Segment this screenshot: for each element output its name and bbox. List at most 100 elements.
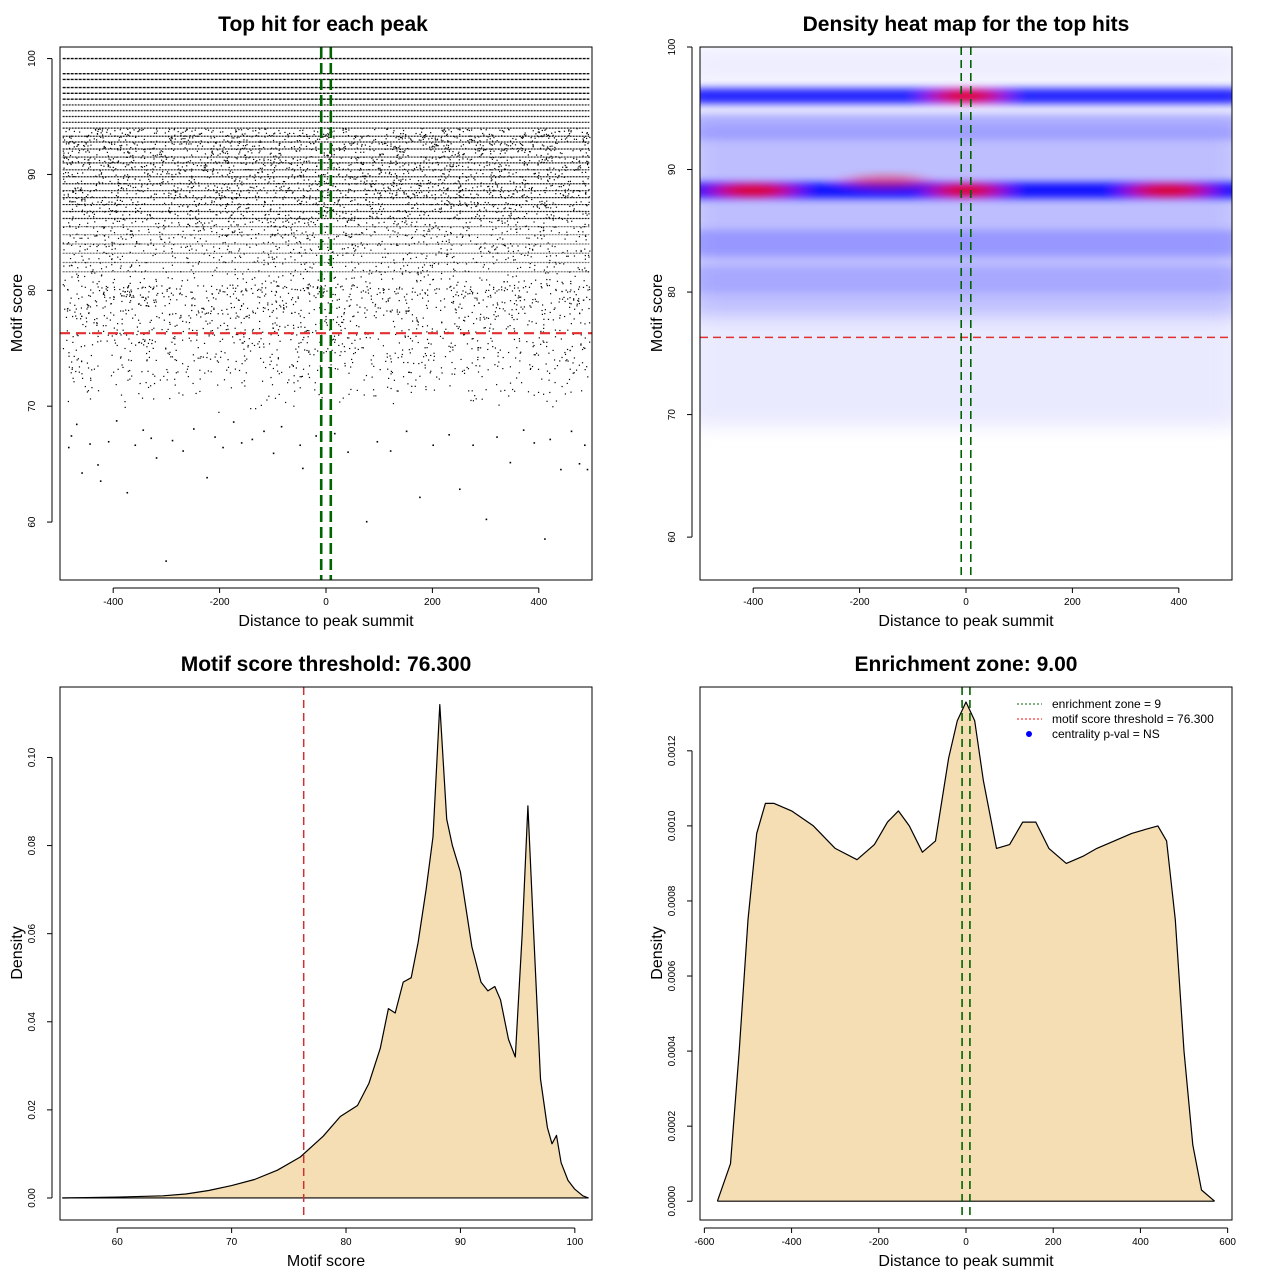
scatter-point: [112, 161, 114, 163]
scatter-point: [407, 170, 409, 172]
scatter-point: [468, 129, 471, 132]
scatter-point: [174, 325, 176, 327]
scatter-point: [243, 348, 245, 350]
scatter-point: [460, 190, 462, 192]
scatter-point: [505, 328, 508, 330]
scatter-point: [458, 177, 461, 179]
scatter-point: [75, 308, 77, 310]
scatter-point: [485, 389, 487, 391]
scatter-point: [568, 184, 571, 186]
scatter-point: [341, 183, 344, 185]
scatter-point: [352, 176, 354, 178]
scatter-point: [447, 195, 450, 197]
scatter-point: [263, 430, 265, 433]
scatter-point: [372, 389, 375, 391]
scatter-point: [168, 195, 170, 197]
scatter-point: [226, 174, 229, 176]
scatter-point: [174, 343, 176, 345]
scatter-point: [197, 209, 200, 211]
scatter-point: [370, 298, 373, 300]
scatter-point: [553, 137, 556, 139]
scatter-point: [133, 142, 135, 144]
scatter-point: [540, 178, 542, 180]
scatter-point: [457, 128, 459, 130]
scatter-point: [424, 212, 426, 214]
scatter-point: [422, 180, 424, 182]
scatter-point: [506, 144, 508, 146]
scatter-point: [521, 176, 524, 178]
scatter-point: [521, 149, 523, 152]
scatter-point: [408, 164, 410, 166]
scatter-point: [324, 320, 326, 322]
scatter-point: [387, 368, 389, 370]
scatter-point: [235, 196, 238, 199]
scatter-point: [137, 210, 139, 212]
scatter-point: [65, 130, 67, 133]
scatter-point: [129, 266, 131, 268]
scatter-point: [277, 334, 280, 337]
scatter-point: [487, 317, 490, 319]
scatter-point: [242, 134, 244, 137]
scatter-point: [300, 376, 303, 378]
scatter-point: [250, 408, 252, 410]
scatter-point: [459, 133, 461, 136]
scatter-point: [132, 154, 134, 157]
scatter-point: [297, 326, 299, 328]
scatter-point: [458, 154, 460, 156]
scatter-point: [143, 278, 145, 280]
scatter-point: [499, 307, 501, 310]
scatter-point: [275, 147, 277, 149]
scatter-point: [462, 144, 465, 146]
scatter-point: [148, 285, 150, 287]
scatter-point: [391, 148, 394, 151]
scatter-point: [168, 130, 170, 133]
scatter-point: [403, 151, 405, 154]
scatter-point: [521, 195, 523, 197]
scatter-point: [413, 168, 416, 170]
scatter-point: [199, 229, 201, 232]
scatter-point: [584, 267, 586, 269]
scatter-point: [407, 335, 409, 338]
scatter-point: [100, 275, 103, 277]
scatter-point: [247, 234, 249, 236]
scatter-point: [506, 159, 508, 161]
scatter-point: [453, 261, 455, 263]
scatter-point: [235, 131, 237, 133]
scatter-point: [529, 266, 531, 269]
scatter-point: [363, 379, 365, 381]
scatter-point: [496, 246, 498, 248]
scatter-point: [462, 194, 465, 196]
scatter-point: [577, 189, 579, 192]
scatter-point: [589, 288, 591, 291]
scatter-point: [433, 389, 436, 391]
scatter-point: [203, 308, 205, 310]
scatter-point: [571, 196, 573, 198]
scatter-point: [508, 214, 510, 217]
scatter-point: [377, 307, 379, 309]
scatter-point: [159, 166, 161, 169]
scatter-point: [227, 161, 230, 163]
scatter-point: [308, 330, 310, 332]
scatter-point: [532, 144, 534, 146]
scatter-point: [113, 298, 115, 300]
scatter-point: [586, 205, 588, 207]
scatter-point: [258, 152, 260, 154]
scatter-point: [82, 259, 84, 261]
scatter-point: [111, 335, 113, 337]
scatter-point: [378, 198, 380, 200]
scatter-point: [548, 137, 550, 139]
scatter-point: [344, 145, 346, 148]
scatter-point: [246, 139, 248, 141]
scatter-point: [286, 167, 288, 169]
scatter-point: [561, 281, 563, 283]
scatter-point: [396, 224, 398, 226]
scatter-point: [348, 219, 350, 221]
scatter-point: [382, 256, 384, 258]
scatter-point: [491, 140, 494, 142]
scatter-point: [307, 190, 309, 192]
scatter-point: [311, 216, 313, 218]
scatter-point: [185, 161, 187, 164]
scatter-point: [192, 297, 194, 299]
scatter-point: [299, 289, 302, 291]
